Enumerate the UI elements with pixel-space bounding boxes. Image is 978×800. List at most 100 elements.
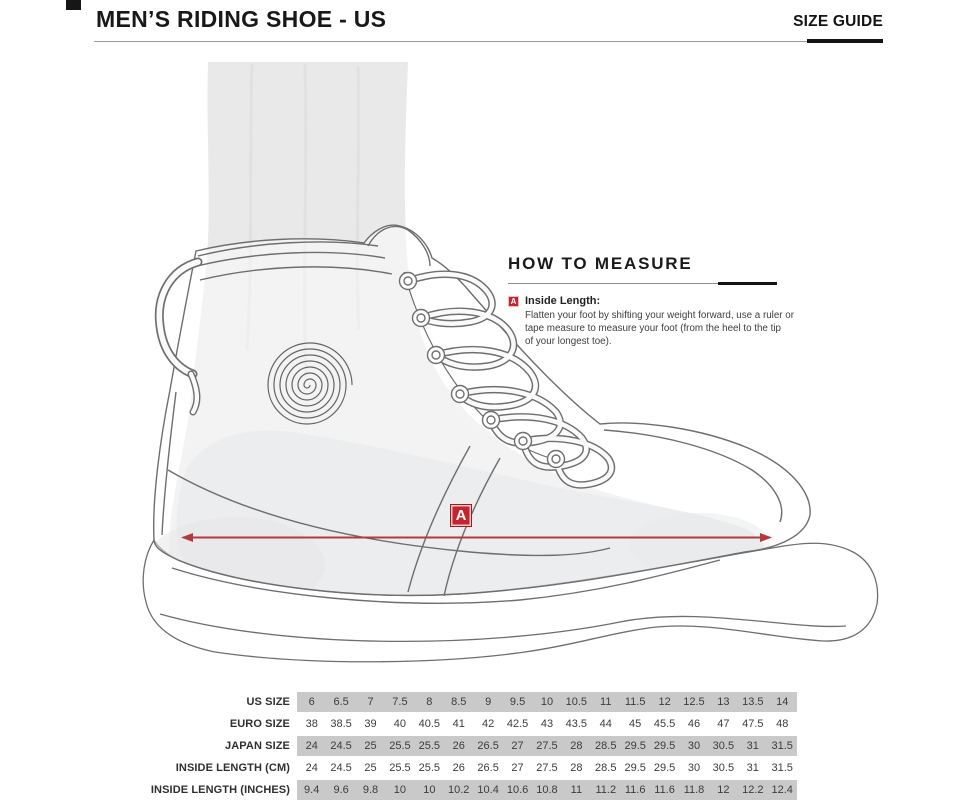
table-cell: 11.2: [595, 784, 617, 796]
table-cell: 25: [364, 762, 377, 774]
table-cell: 29.5: [653, 762, 676, 774]
table-cell: 9.5: [509, 696, 526, 708]
spiral-motif: [267, 342, 353, 425]
table-cell: 14: [776, 696, 789, 708]
table-cell: 12.5: [683, 696, 705, 708]
header-rule: [94, 41, 807, 42]
table-cell: 10.4: [477, 784, 499, 796]
row-label: INSIDE LENGTH (CM): [175, 762, 290, 774]
table-cell: 43.5: [565, 718, 588, 730]
how-to-measure-rule: [508, 282, 777, 286]
table-cell: 9.4: [304, 784, 320, 796]
table-cell: 38: [305, 718, 318, 730]
table-cell: 29.5: [653, 740, 676, 752]
table-cell: 30: [687, 740, 701, 752]
table-cell: 26.5: [477, 762, 499, 774]
table-cell: 25.5: [418, 740, 441, 752]
table-cell: 29.5: [624, 762, 646, 774]
table-cell: 27: [511, 762, 524, 774]
row-cells: 6 6.5 7 7.5 8 8.5 9 9.5 10 10.5 11 11.5 12 12.5 13 13.5…: [297, 692, 797, 712]
table-cell: 13: [717, 696, 730, 708]
table-cell: 25: [364, 740, 377, 752]
table-cell: 42.5: [506, 718, 529, 730]
table-cell: 24.5: [330, 740, 352, 752]
table-cell: 31: [746, 762, 759, 774]
description-line: Flatten your foot by shifting your weigh…: [525, 310, 794, 321]
table-row: INSIDE LENGTH (INCHES) 9.4 9.6 9.8 10 10 10.2 1…: [0, 780, 978, 800]
boot-upper: [153, 224, 811, 604]
table-cell: 11.8: [683, 784, 705, 796]
table-cell: 6: [308, 696, 315, 708]
table-cell: 28: [570, 740, 583, 752]
row-cells: 24 24.5 25 25.5 25.5 26 26.5 27 27.5 28 28.5 29.5 29…: [297, 758, 797, 778]
table-cell: 10: [393, 784, 407, 796]
table-cell: 12: [717, 784, 730, 796]
table-cell: 13.5: [742, 696, 764, 708]
measurement-a-badge: A: [450, 504, 472, 527]
table-cell: 41: [452, 718, 465, 730]
corner-mark: [66, 0, 81, 10]
table-cell: 26.5: [477, 740, 499, 752]
row-label: INSIDE LENGTH (INCHES): [150, 784, 290, 796]
table-cell: 27: [511, 740, 524, 752]
table-cell: 38.5: [330, 718, 352, 730]
table-cell: 24.5: [330, 762, 352, 774]
table-cell: 47: [717, 718, 730, 730]
table-cell: 27.5: [536, 740, 558, 752]
table-cell: 26: [452, 740, 465, 752]
how-to-measure-panel: HOW TO MEASURE A Inside Length: Flatten …: [508, 254, 808, 348]
table-cell: 46: [687, 718, 701, 730]
table-cell: 11.5: [624, 696, 646, 708]
inside-length-title: Inside Length:: [525, 295, 601, 307]
table-cell: 29.5: [624, 740, 646, 752]
table-cell: 45.5: [653, 718, 676, 730]
table-cell: 11.6: [624, 784, 646, 796]
table-cell: 12.2: [742, 784, 764, 796]
table-cell: 10: [540, 696, 554, 708]
table-cell: 30: [687, 762, 701, 774]
table-cell: 28.5: [595, 740, 617, 752]
measure-item: A Inside Length:: [508, 295, 808, 307]
table-cell: 10.8: [536, 784, 558, 796]
table-cell: 25.5: [389, 740, 411, 752]
table-cell: 48: [776, 718, 789, 730]
row-label: JAPAN SIZE: [225, 740, 290, 752]
table-cell: 39: [364, 718, 377, 730]
table-row: JAPAN SIZE 24 24.5 25 25.5 25.5 26 26.5 27 27.5 28…: [0, 736, 978, 756]
table-cell: 24: [305, 740, 318, 752]
table-cell: 25.5: [389, 762, 411, 774]
table-cell: 30.5: [712, 762, 735, 774]
table-cell: 27.5: [536, 762, 558, 774]
table-cell: 10.5: [565, 696, 588, 708]
boot-illustration: [142, 62, 879, 663]
inside-length-description: Flatten your foot by shifting your weigh…: [525, 309, 808, 348]
table-row: US SIZE 6 6.5 7 7.5 8 8.5 9 9.5 10 10.5 11 11.5 12 12.…: [0, 692, 978, 712]
table-cell: 11.6: [654, 784, 675, 796]
header-rule-accent: [807, 39, 883, 43]
table-cell: 43: [540, 718, 554, 730]
table-row: EURO SIZE 38 38.5 39 40 40.5 41 42 42.5 43 43.5 44 4…: [0, 714, 978, 734]
table-cell: 12: [658, 696, 671, 708]
table-cell: 8: [426, 696, 433, 708]
row-label: US SIZE: [246, 696, 290, 708]
table-cell: 31.5: [771, 762, 793, 774]
table-cell: 44: [599, 718, 612, 730]
table-cell: 40: [393, 718, 407, 730]
inside-length-marker-icon: A: [508, 296, 519, 307]
table-cell: 31: [746, 740, 759, 752]
table-cell: 28.5: [595, 762, 617, 774]
laces: [398, 270, 616, 489]
table-cell: 26: [452, 762, 465, 774]
eyelets: [398, 271, 566, 469]
table-cell: 6.5: [333, 696, 349, 708]
table-cell: 28: [570, 762, 583, 774]
size-guide-label: SIZE GUIDE: [793, 13, 883, 30]
page-title: MEN’S RIDING SHOE - US: [96, 6, 387, 32]
measurement-arrow: [181, 533, 772, 542]
table-cell: 24: [305, 762, 318, 774]
table-cell: 10.6: [506, 784, 529, 796]
pull-loop: [154, 257, 203, 416]
table-cell: 42: [482, 718, 495, 730]
description-line: tape measure to measure your foot (from …: [525, 323, 781, 334]
